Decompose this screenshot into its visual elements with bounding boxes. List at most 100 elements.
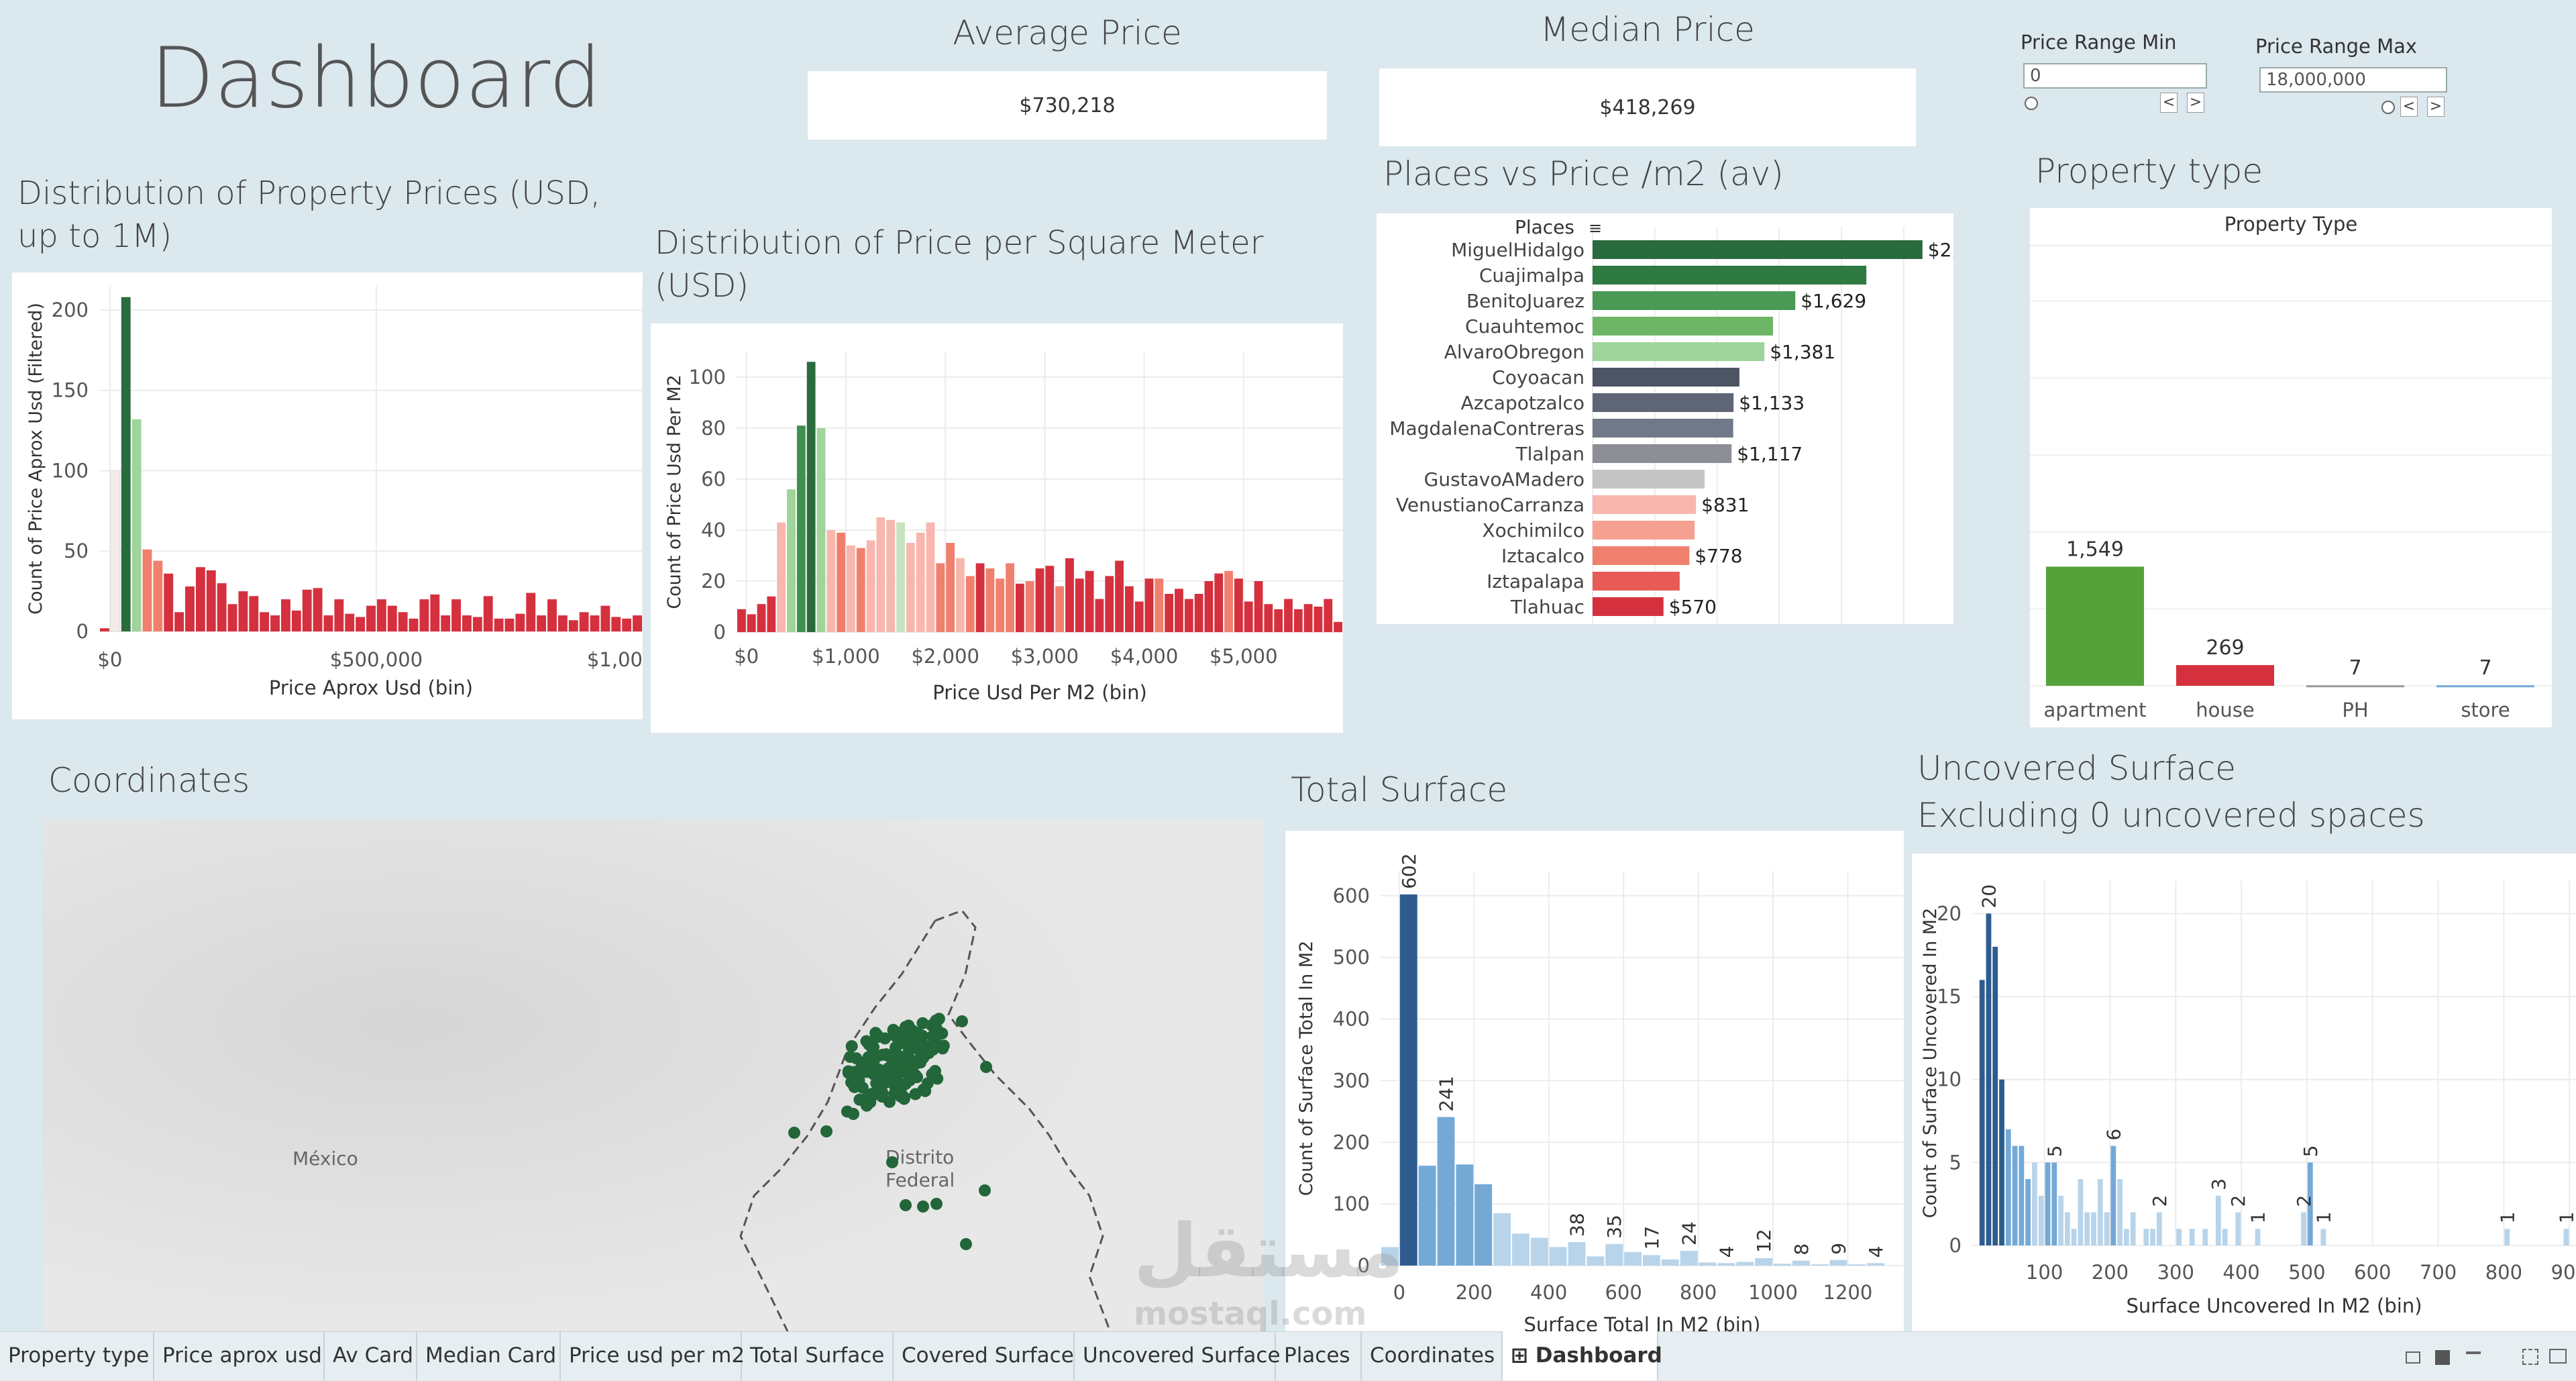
map-point[interactable]	[850, 1052, 863, 1065]
map-point[interactable]	[956, 1015, 968, 1027]
histogram-bar[interactable]	[1587, 1256, 1605, 1266]
tab-total-surface[interactable]: Total Surface	[742, 1331, 894, 1380]
histogram-bar[interactable]	[1437, 1117, 1455, 1266]
histogram-bar[interactable]	[777, 522, 786, 632]
place-bar[interactable]	[1593, 317, 1773, 336]
histogram-bar[interactable]	[547, 599, 557, 631]
histogram-bar[interactable]	[2025, 1179, 2031, 1245]
map-point[interactable]	[886, 1156, 898, 1168]
histogram-bar[interactable]	[2038, 1195, 2044, 1245]
histogram-bar[interactable]	[2307, 1162, 2313, 1245]
map-point[interactable]	[893, 1061, 906, 1074]
map-point[interactable]	[929, 1065, 941, 1077]
histogram-bar[interactable]	[956, 558, 965, 632]
average-price-card[interactable]: $730,218	[808, 71, 1327, 140]
histogram-bar[interactable]	[2117, 1179, 2123, 1245]
tab-property-type[interactable]: Property type	[0, 1331, 154, 1380]
histogram-bar[interactable]	[1006, 563, 1014, 632]
map-point[interactable]	[894, 1037, 906, 1050]
histogram-bar[interactable]	[579, 612, 589, 631]
histogram-bar[interactable]	[757, 604, 766, 632]
histogram-bar[interactable]	[217, 583, 227, 631]
ptype-bar[interactable]	[2046, 566, 2144, 686]
histogram-bar[interactable]	[557, 615, 568, 631]
histogram-bar[interactable]	[2215, 1195, 2221, 1245]
histogram-bar[interactable]	[100, 628, 109, 631]
histogram-bar[interactable]	[376, 599, 386, 631]
filmstrip-icon[interactable]	[2435, 1350, 2450, 1365]
histogram-bar[interactable]	[1284, 599, 1293, 632]
histogram-bar[interactable]	[2005, 1129, 2011, 1245]
place-bar[interactable]	[1593, 521, 1695, 540]
histogram-bar[interactable]	[472, 617, 482, 631]
histogram-bar[interactable]	[568, 620, 578, 631]
histogram-bar[interactable]	[153, 560, 163, 631]
histogram-bar[interactable]	[291, 610, 301, 631]
price-range-min-prev-button[interactable]: <	[2160, 93, 2178, 113]
histogram-bar[interactable]	[1134, 601, 1144, 632]
histogram-bar[interactable]	[409, 618, 419, 631]
histogram-bar[interactable]	[249, 596, 259, 631]
tab-av-card[interactable]: Av Card	[325, 1331, 417, 1380]
histogram-bar[interactable]	[515, 613, 525, 631]
histogram-bar[interactable]	[1155, 578, 1164, 632]
histogram-bar[interactable]	[483, 596, 493, 631]
map-point[interactable]	[879, 1032, 892, 1045]
histogram-bar[interactable]	[946, 543, 955, 632]
histogram-bar[interactable]	[387, 605, 397, 631]
histogram-bar[interactable]	[1065, 558, 1074, 632]
map-point[interactable]	[867, 1059, 880, 1072]
histogram-bar[interactable]	[313, 588, 323, 631]
place-bar[interactable]	[1593, 342, 1765, 361]
map-point[interactable]	[980, 1061, 992, 1073]
histogram-bar[interactable]	[965, 576, 975, 632]
histogram-bar[interactable]	[270, 615, 280, 631]
histogram-bar[interactable]	[2104, 1212, 2110, 1245]
total-surface-chart[interactable]: 0 100 200 300 400 500 600 0 200 400 600 800 1000 1200…	[1285, 831, 1904, 1336]
histogram-bar[interactable]	[1234, 578, 1243, 632]
uncovered-chart[interactable]: 0510152010020030040050060070080090020562…	[1912, 854, 2576, 1331]
histogram-bar[interactable]	[441, 615, 451, 631]
histogram-bar[interactable]	[1045, 566, 1055, 632]
histogram-bar[interactable]	[1124, 586, 1134, 632]
histogram-bar[interactable]	[787, 489, 796, 632]
histogram-bar[interactable]	[2222, 1229, 2228, 1245]
histogram-bar[interactable]	[2143, 1229, 2149, 1245]
histogram-bar[interactable]	[2058, 1195, 2063, 1245]
map-point[interactable]	[883, 1096, 896, 1108]
histogram-bar[interactable]	[526, 593, 536, 631]
histogram-bar[interactable]	[1214, 573, 1224, 632]
histogram-bar[interactable]	[826, 530, 836, 632]
histogram-bar[interactable]	[1680, 1250, 1698, 1266]
histogram-bar[interactable]	[206, 570, 216, 631]
histogram-bar[interactable]	[1979, 980, 1985, 1245]
histogram-bar[interactable]	[611, 617, 621, 631]
histogram-bar[interactable]	[1381, 1247, 1399, 1266]
sheet-sorter-icon[interactable]	[2406, 1351, 2420, 1364]
histogram-bar[interactable]	[131, 419, 142, 631]
place-bar[interactable]	[1593, 444, 1732, 463]
histogram-bar[interactable]	[1274, 609, 1283, 632]
histogram-bar[interactable]	[537, 615, 547, 631]
histogram-bar[interactable]	[164, 573, 174, 631]
histogram-bar[interactable]	[419, 599, 429, 631]
histogram-bar[interactable]	[975, 563, 985, 632]
histogram-bar[interactable]	[1075, 578, 1084, 632]
histogram-bar[interactable]	[2045, 1162, 2051, 1245]
histogram-bar[interactable]	[2320, 1229, 2326, 1245]
histogram-bar[interactable]	[916, 532, 925, 632]
histogram-bar[interactable]	[2563, 1229, 2569, 1245]
places-chart[interactable]: Places ≡MiguelHidalgo $2,651 Cuajimalpa Beni…	[1377, 213, 1994, 624]
histogram-bar[interactable]	[1736, 1262, 1754, 1266]
histogram-bar[interactable]	[2235, 1212, 2241, 1245]
histogram-bar[interactable]	[1474, 1184, 1493, 1266]
histogram-bar[interactable]	[345, 613, 355, 631]
histogram-bar[interactable]	[2084, 1212, 2090, 1245]
histogram-bar[interactable]	[1334, 621, 1342, 632]
median-price-card[interactable]: $418,269	[1379, 68, 1916, 146]
map-point[interactable]	[930, 1198, 943, 1210]
histogram-bar[interactable]	[2130, 1212, 2136, 1245]
histogram-bar[interactable]	[1992, 946, 1998, 1245]
histogram-bar[interactable]	[1055, 586, 1065, 632]
histogram-bar[interactable]	[837, 532, 846, 632]
